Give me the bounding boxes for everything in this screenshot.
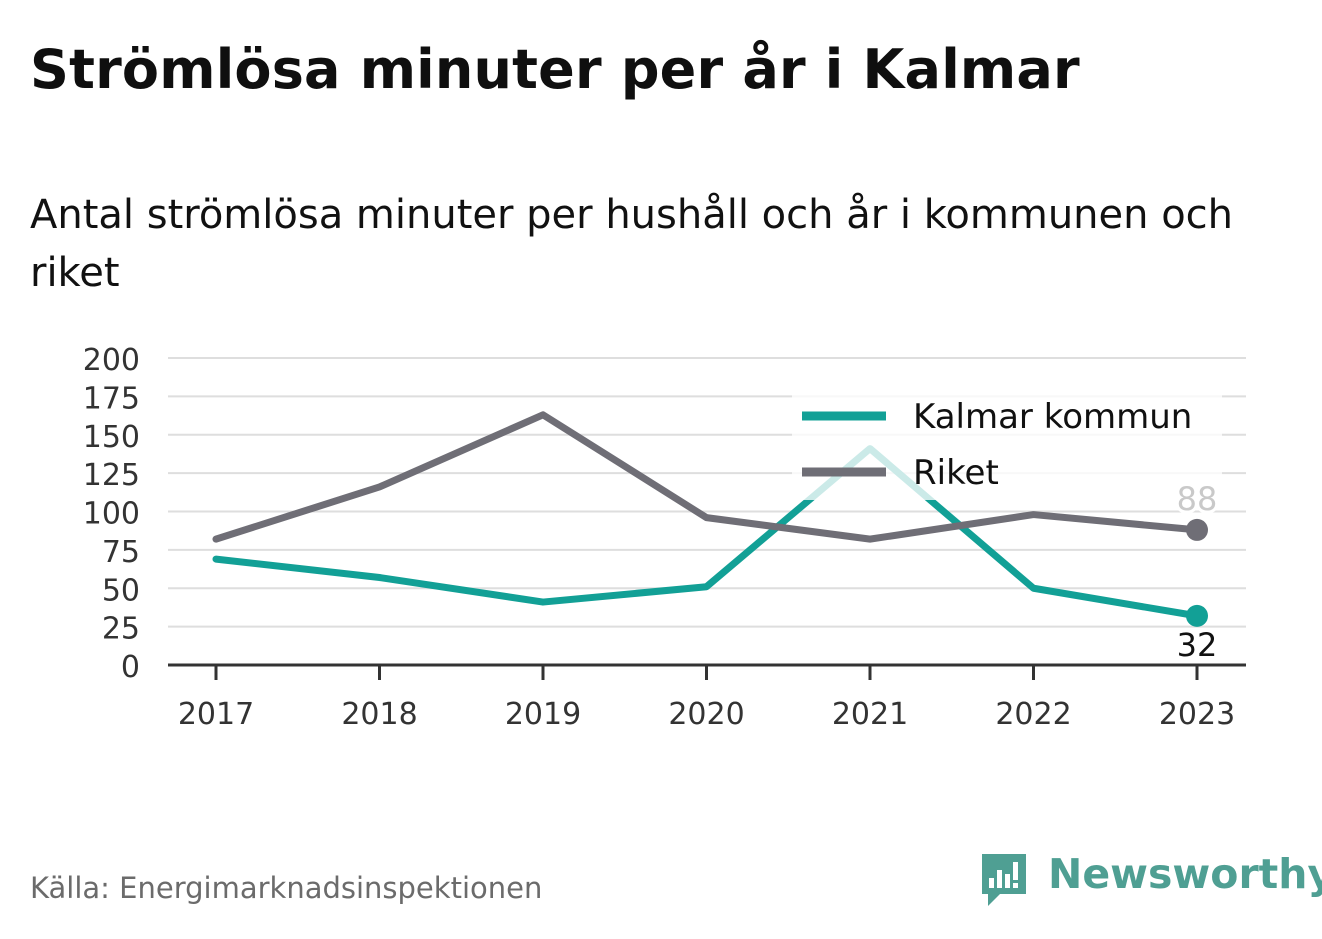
y-tick-label: 175 [83,381,140,416]
newsworthy-logo-icon [982,854,1026,906]
x-tick-label: 2018 [341,697,417,732]
y-tick-label: 75 [102,535,140,570]
y-tick-label: 25 [102,612,140,647]
end-value-label: 32 [1177,626,1218,664]
end-point-marker [1186,518,1208,541]
source-note: Källa: Energimarknadsinspektionen [30,871,543,905]
x-tick-label: 2019 [505,697,581,732]
brand-name: Newsworthy [1048,850,1322,898]
chart-title: Strömlösa minuter per år i Kalmar [30,38,1080,101]
y-tick-label: 100 [83,497,140,532]
legend-background [792,388,1222,500]
end-point-marker [1186,604,1208,627]
x-tick-label: 2023 [1159,697,1235,732]
series-line-kalmar [212,445,1201,620]
y-tick-label: 125 [83,458,140,493]
x-tick-label: 2021 [832,697,908,732]
y-tick-label: 0 [121,650,140,685]
legend-label: Kalmar kommun [913,397,1192,437]
y-tick-label: 150 [83,420,140,455]
chart-subtitle: Antal strömlösa minuter per hushåll och … [30,192,1234,296]
series-line-riket [212,411,1201,543]
x-tick-label: 2017 [178,697,254,732]
x-tick-label: 2020 [668,697,744,732]
y-tick-label: 200 [83,343,140,378]
x-tick-label: 2022 [995,697,1071,732]
end-value-label: 88 [1177,480,1218,518]
y-tick-label: 50 [102,573,140,608]
legend-label: Riket [913,453,999,493]
